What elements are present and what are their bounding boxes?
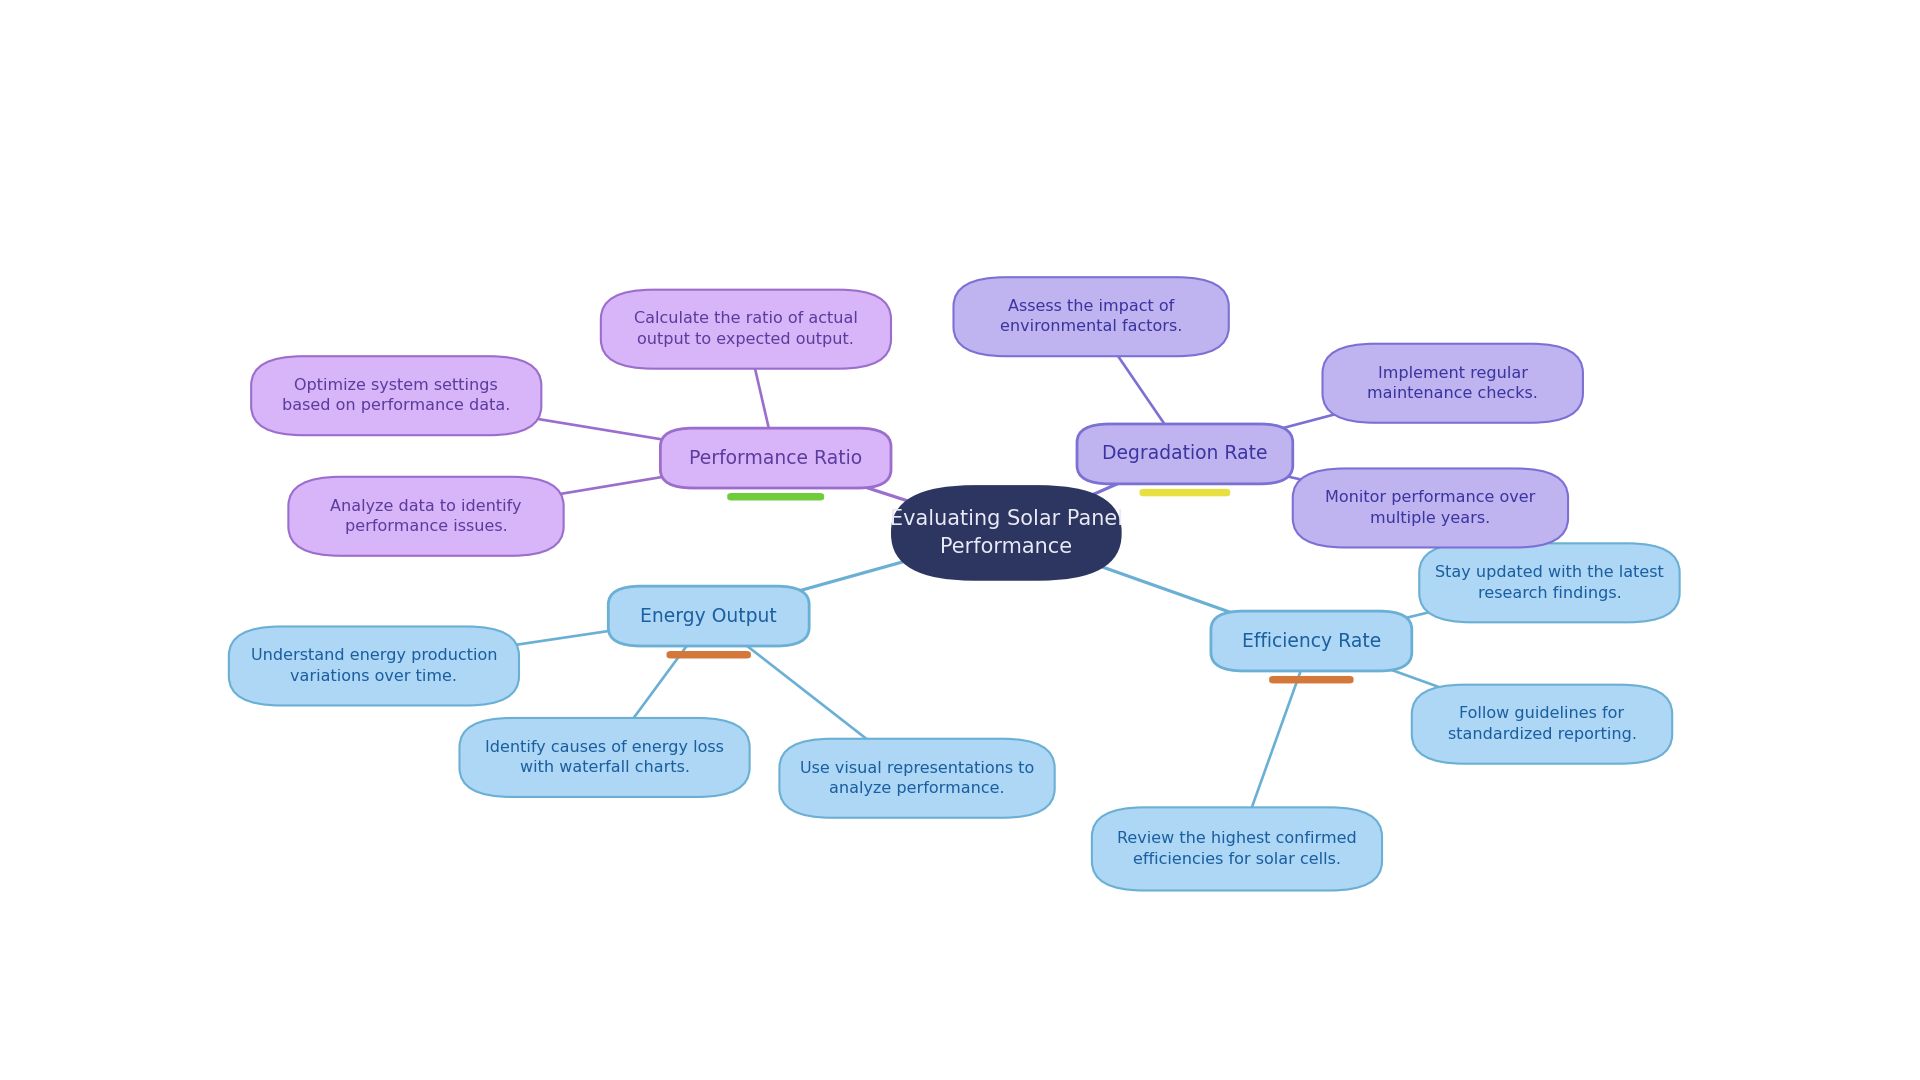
FancyBboxPatch shape [1077,424,1292,484]
Text: Stay updated with the latest
research findings.: Stay updated with the latest research fi… [1434,565,1665,600]
Text: Implement regular
maintenance checks.: Implement regular maintenance checks. [1367,365,1538,401]
Text: Assess the impact of
environmental factors.: Assess the impact of environmental facto… [1000,299,1183,335]
FancyBboxPatch shape [1092,808,1382,891]
Text: Analyze data to identify
performance issues.: Analyze data to identify performance iss… [330,499,522,534]
Text: Monitor performance over
multiple years.: Monitor performance over multiple years. [1325,490,1536,526]
FancyBboxPatch shape [780,739,1054,818]
FancyBboxPatch shape [954,278,1229,356]
FancyBboxPatch shape [728,492,824,500]
FancyBboxPatch shape [666,651,751,659]
FancyBboxPatch shape [660,428,891,488]
Text: Evaluating Solar Panel
Performance: Evaluating Solar Panel Performance [889,510,1123,556]
Text: Understand energy production
variations over time.: Understand energy production variations … [252,648,497,684]
FancyBboxPatch shape [1292,469,1569,548]
Text: Performance Ratio: Performance Ratio [689,448,862,468]
FancyBboxPatch shape [228,626,518,705]
FancyBboxPatch shape [1323,343,1582,422]
FancyBboxPatch shape [1269,676,1354,684]
Text: Identify causes of energy loss
with waterfall charts.: Identify causes of energy loss with wate… [486,740,724,775]
Text: Review the highest confirmed
efficiencies for solar cells.: Review the highest confirmed efficiencie… [1117,832,1357,866]
FancyBboxPatch shape [288,476,564,556]
FancyBboxPatch shape [252,356,541,435]
Text: Follow guidelines for
standardized reporting.: Follow guidelines for standardized repor… [1448,706,1636,742]
FancyBboxPatch shape [1212,611,1411,671]
FancyBboxPatch shape [609,586,808,646]
FancyBboxPatch shape [1140,489,1231,497]
Text: Optimize system settings
based on performance data.: Optimize system settings based on perfor… [282,378,511,414]
FancyBboxPatch shape [891,485,1121,581]
Text: Calculate the ratio of actual
output to expected output.: Calculate the ratio of actual output to … [634,311,858,347]
FancyBboxPatch shape [1411,685,1672,764]
FancyBboxPatch shape [1419,543,1680,622]
Text: Degradation Rate: Degradation Rate [1102,445,1267,463]
Text: Energy Output: Energy Output [641,607,778,625]
Text: Use visual representations to
analyze performance.: Use visual representations to analyze pe… [801,760,1035,796]
FancyBboxPatch shape [601,289,891,368]
FancyBboxPatch shape [459,718,749,797]
Text: Efficiency Rate: Efficiency Rate [1242,632,1380,650]
